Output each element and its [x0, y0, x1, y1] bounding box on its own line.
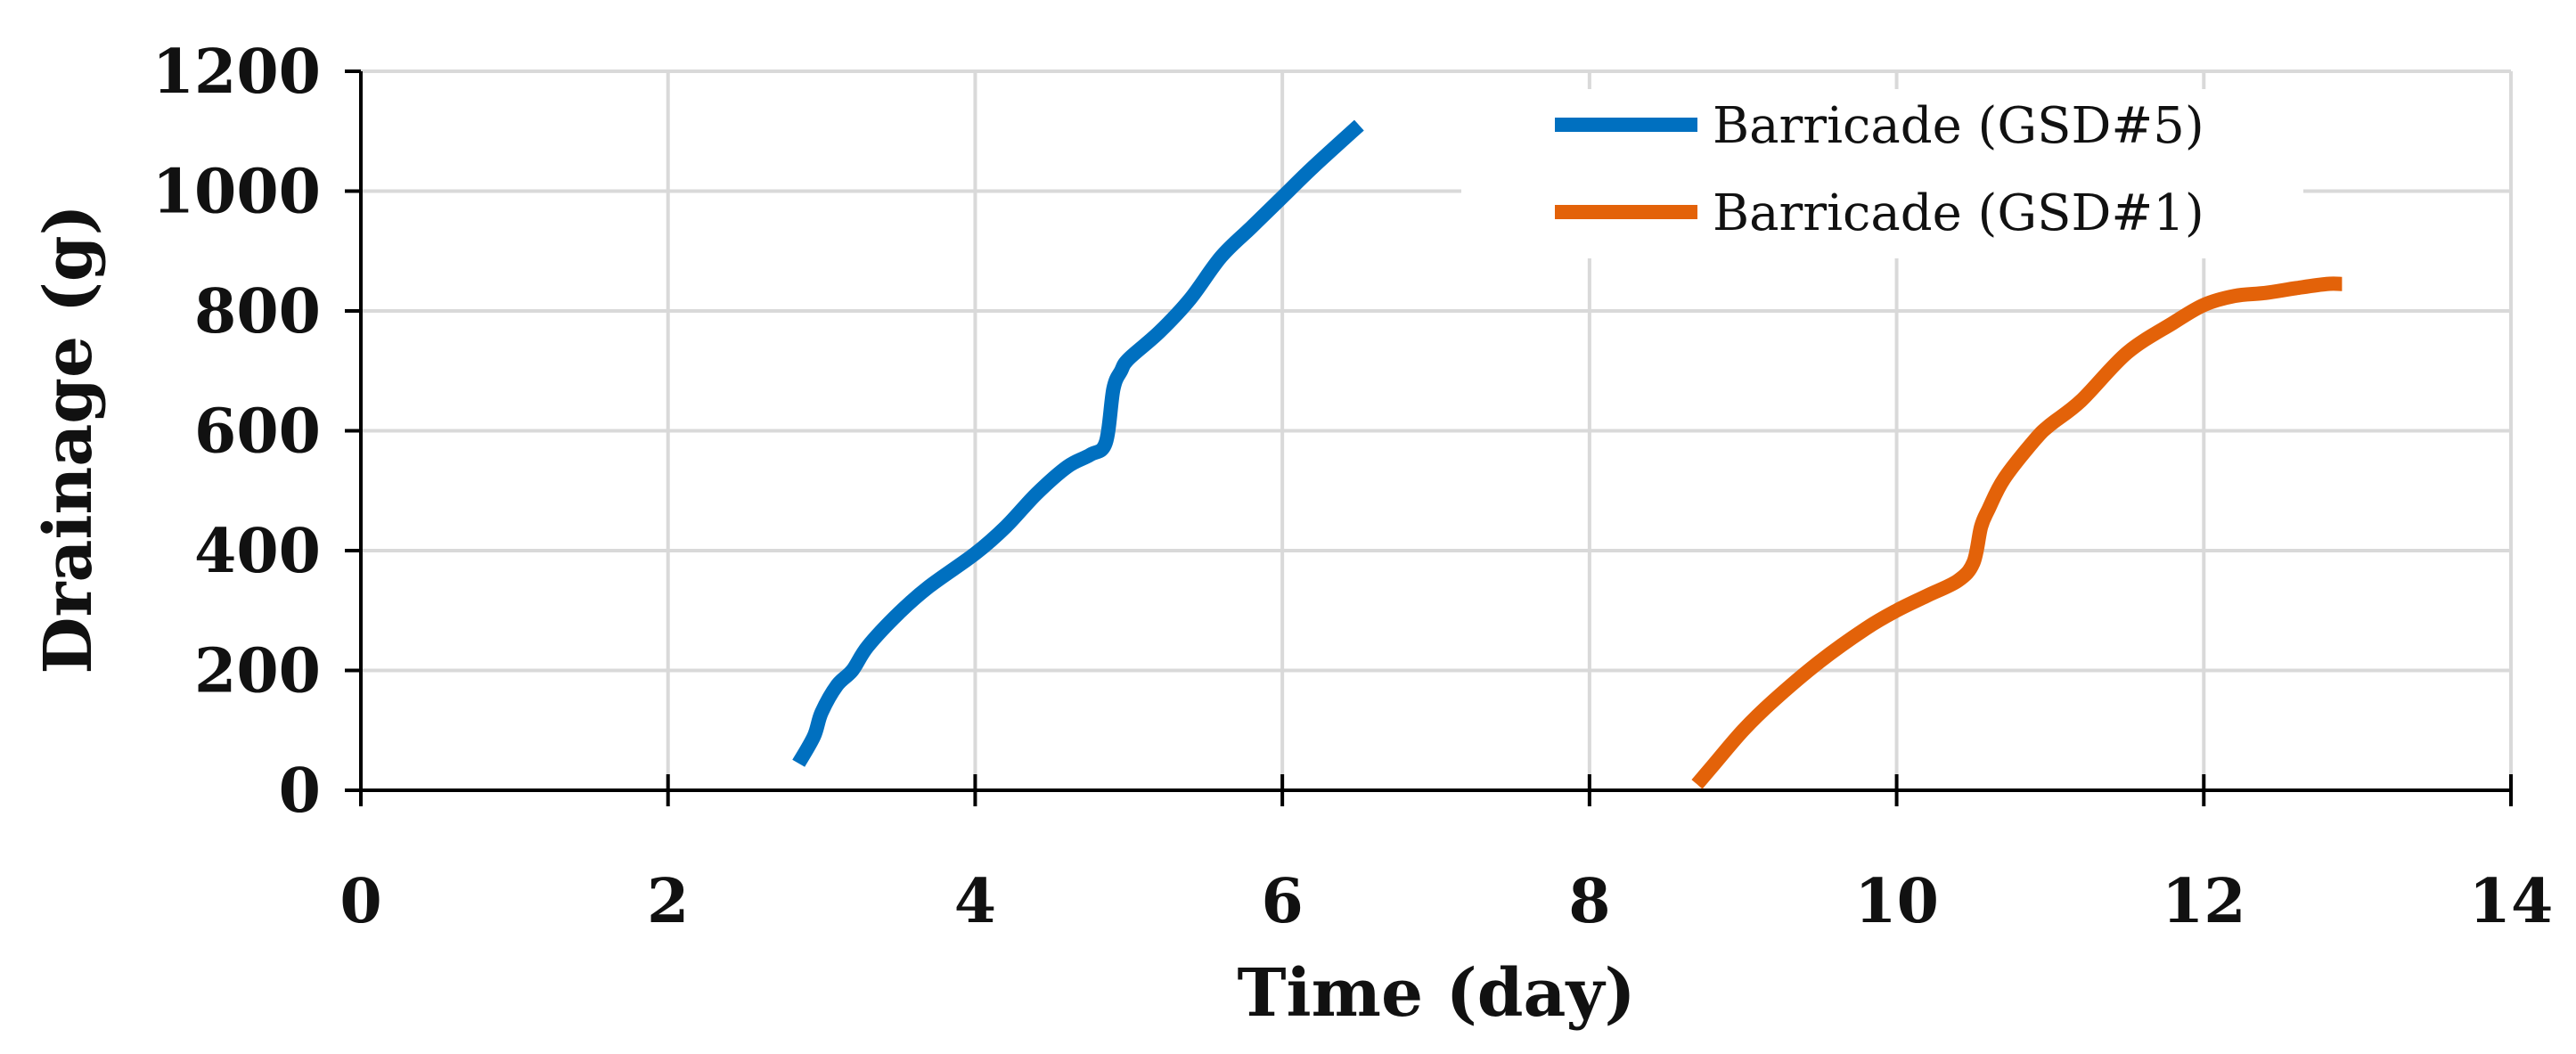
x-tick-label-6: 6 [1261, 866, 1303, 937]
tick-label-layer: 0 200 400 600 800 1000 1200 0 2 4 6 8 10 12 14 [152, 37, 2554, 937]
x-tick-label-10: 10 [1854, 866, 1939, 937]
y-axis-title: Drainage (g) [30, 204, 107, 674]
y-tick-label-800: 800 [194, 276, 321, 347]
y-tick-label-200: 200 [194, 636, 321, 707]
x-tick-label-14: 14 [2469, 866, 2554, 937]
x-axis-title: Time (day) [1237, 955, 1635, 1032]
y-tick-label-0: 0 [279, 756, 321, 827]
x-tick-label-8: 8 [1568, 866, 1610, 937]
x-tick-label-0: 0 [339, 866, 381, 937]
legend: Barricade (GSD#5) Barricade (GSD#1) [1461, 89, 2303, 258]
legend-background [1461, 89, 2303, 258]
y-tick-label-600: 600 [194, 396, 321, 468]
y-tick-label-1200: 1200 [152, 37, 321, 108]
series-layer [792, 119, 2343, 789]
y-tick-label-400: 400 [194, 516, 321, 587]
series-line-gsd5 [792, 119, 1364, 767]
legend-label-gsd5: Barricade (GSD#5) [1713, 97, 2204, 155]
x-tick-label-2: 2 [647, 866, 689, 937]
y-tick-label-1000: 1000 [152, 157, 321, 228]
x-tick-label-12: 12 [2162, 866, 2246, 937]
legend-label-gsd1: Barricade (GSD#1) [1713, 184, 2204, 242]
x-tick-label-4: 4 [954, 866, 996, 937]
series-line-gsd1 [1691, 276, 2343, 789]
axis-layer [345, 69, 2513, 806]
